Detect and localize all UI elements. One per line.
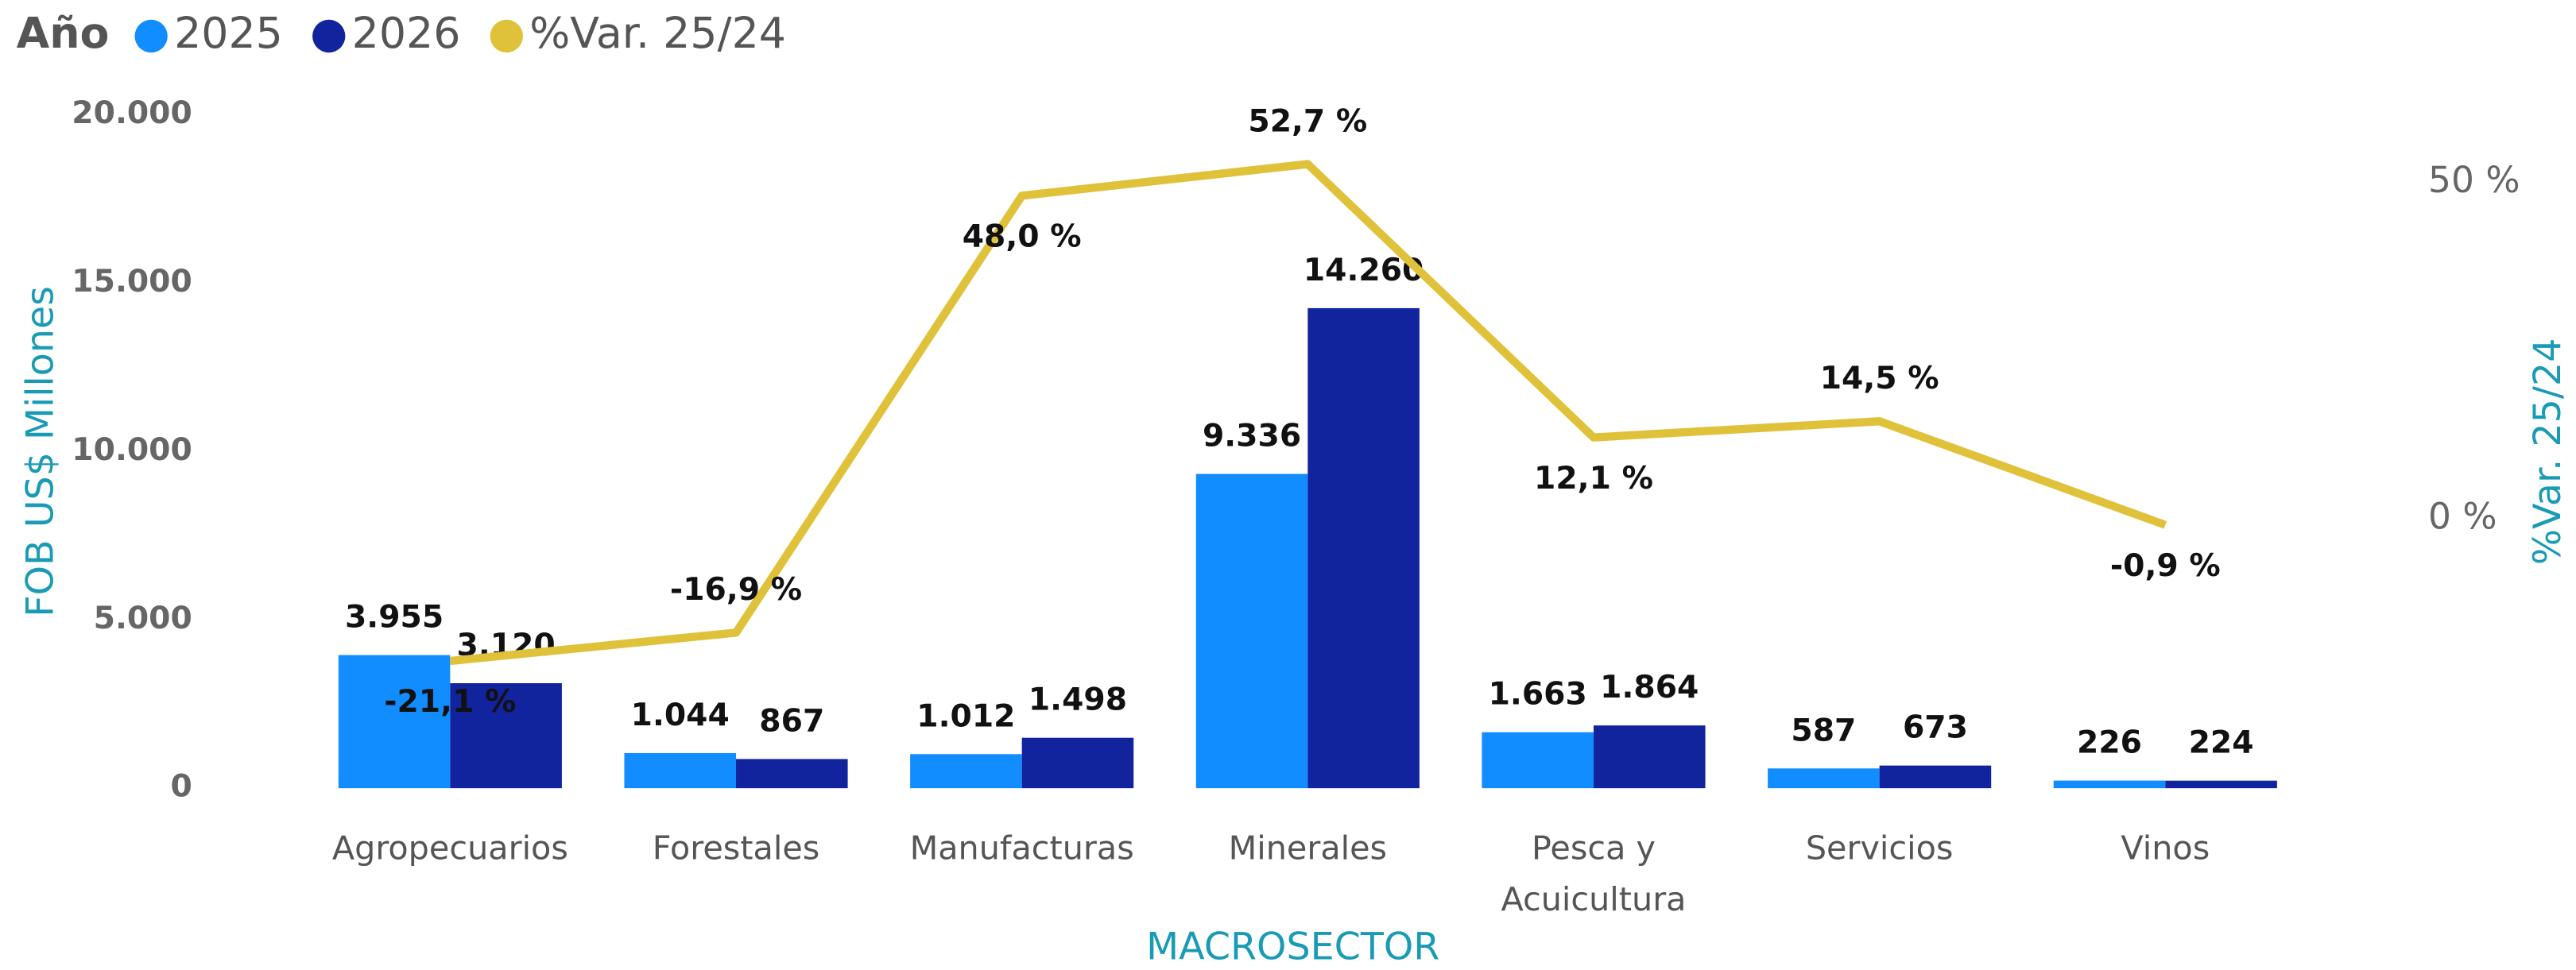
- y-axis-title: FOB US$ Millones: [19, 286, 63, 617]
- x-axis-title: MACROSECTOR: [1146, 926, 1439, 969]
- legend-label: 2026: [352, 8, 461, 58]
- legend-marker: [312, 19, 346, 53]
- y2-axis-title: %Var. 25/24: [2526, 338, 2570, 566]
- bar: [1195, 473, 1308, 789]
- x-tick-label: Manufacturas: [910, 829, 1134, 868]
- y-tick-label: 10.000: [72, 432, 192, 468]
- bar-value-label: 673: [1903, 710, 1968, 746]
- line-value-label: 52,7 %: [1248, 103, 1367, 139]
- line-value-label: 12,1 %: [1534, 461, 1653, 497]
- y2-tick-label: 0 %: [2428, 496, 2497, 538]
- bar-value-label: 226: [2077, 725, 2142, 761]
- bar: [624, 752, 737, 789]
- bar: [450, 682, 562, 789]
- bar-value-label: 1.012: [916, 698, 1015, 734]
- bar: [1021, 737, 1134, 789]
- x-tick-label: Forestales: [653, 829, 820, 868]
- bar: [1879, 765, 1992, 789]
- bar-value-label: 3.955: [345, 600, 444, 636]
- y-tick-label: 5.000: [94, 601, 192, 636]
- bar: [1768, 768, 1880, 789]
- bar: [1307, 307, 1420, 789]
- bar: [1593, 725, 1706, 789]
- legend-marker: [134, 19, 168, 53]
- line: [449, 160, 2167, 666]
- chart-area: MACROSECTOR FOB US$ Millones %Var. 25/24…: [17, 8, 2570, 969]
- bar: [338, 655, 451, 789]
- legend-marker: [490, 19, 523, 53]
- x-tick-label: Agropecuarios: [332, 829, 568, 868]
- bar: [2165, 780, 2277, 789]
- x-tick-label: Servicios: [1806, 829, 1954, 868]
- x-tick-label: Minerales: [1229, 829, 1388, 868]
- line-value-label: 48,0 %: [963, 219, 1082, 255]
- y2-tick-label: 50 %: [2428, 159, 2520, 201]
- bar-value-label: 1.498: [1028, 682, 1127, 718]
- bar-value-label: 1.044: [631, 698, 730, 733]
- bar-value-label: 9.336: [1203, 419, 1301, 454]
- bar-value-label: 587: [1791, 713, 1856, 748]
- x-tick-label: Pesca y Acuicultura: [1501, 829, 1686, 918]
- legend-label: 2025: [174, 8, 283, 58]
- bar-value-label: 1.864: [1600, 670, 1699, 705]
- bar-value-label: 224: [2189, 725, 2254, 761]
- y-tick-label: 0: [171, 769, 192, 805]
- y-tick-label: 15.000: [72, 264, 192, 300]
- line-value-label: 14,5 %: [1820, 361, 1939, 396]
- bar-value-label: 1.663: [1489, 677, 1587, 713]
- x-tick-label: Vinos: [2121, 829, 2210, 868]
- legend-title: Año: [17, 8, 110, 58]
- line-value-label: -0,9 %: [2110, 548, 2221, 584]
- bar: [736, 759, 848, 789]
- line-value-label: -16,9 %: [670, 572, 802, 608]
- legend-label: %Var. 25/24: [529, 8, 786, 58]
- bar: [2053, 780, 2166, 789]
- bar-value-label: 867: [759, 703, 824, 739]
- line-value-label: -21,1 %: [384, 684, 516, 720]
- bar: [1482, 732, 1594, 789]
- y-tick-label: 20.000: [72, 95, 192, 131]
- bar: [910, 754, 1022, 789]
